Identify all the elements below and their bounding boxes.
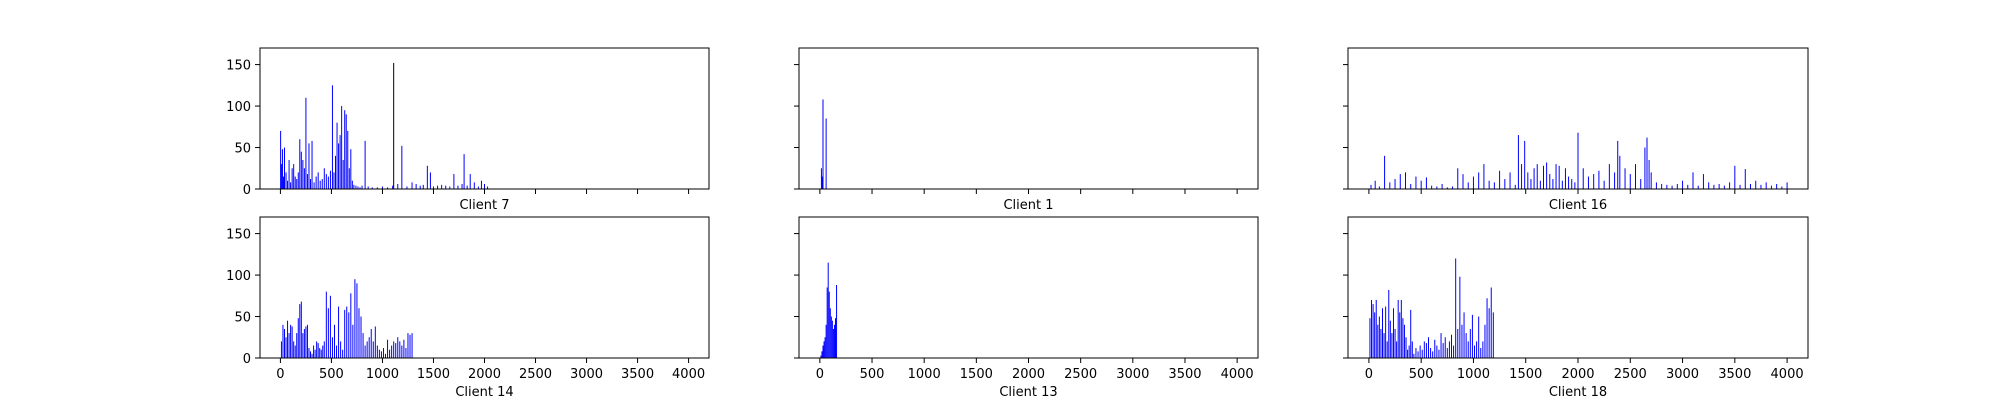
x-tick-label: 2500 [1064,367,1097,382]
x-axis-label: Client 7 [459,198,509,213]
subplot: Client 1 [794,47,1259,213]
x-tick-label: 2500 [519,367,552,382]
x-tick-label: 3000 [1666,367,1699,382]
x-tick-label: 3500 [1168,367,1201,382]
x-tick-label: 2000 [1561,367,1594,382]
x-tick-label: 4000 [672,367,705,382]
x-axis-label: Client 13 [999,385,1057,400]
axes-frame [798,47,1259,190]
axes-frame [798,216,1259,359]
bars [820,262,838,358]
x-tick-label: 500 [860,367,885,382]
bars [1370,132,1788,189]
x-tick-label: 0 [1365,367,1373,382]
axes-frame [1347,216,1809,359]
x-tick-label: 3000 [570,367,603,382]
bars [820,99,827,189]
x-axis-label: Client 1 [1003,198,1053,213]
bars [280,62,489,189]
x-tick-label: 3000 [1116,367,1149,382]
y-tick-label: 100 [226,269,251,284]
y-tick-label: 50 [234,142,251,157]
x-tick-label: 1500 [417,367,450,382]
x-tick-label: 3500 [621,367,654,382]
axes-frame [259,216,710,359]
x-tick-label: 1500 [960,367,993,382]
y-tick-label: 100 [226,100,251,115]
x-tick-label: 1000 [366,367,399,382]
x-tick-label: 2500 [1614,367,1647,382]
x-tick-label: 500 [1409,367,1434,382]
x-axis-label: Client 18 [1549,385,1607,400]
subplot: 0 500 1000 1500 2000 2500 3000 3500 4000 Client 1… [1343,216,1809,400]
x-tick-label: 4000 [1771,367,1804,382]
subplot: 0 500 1000 1500 2000 2500 3000 3500 4000 Client 1… [794,216,1259,400]
subplot: 0 50 100 150 Client 7 [226,47,710,213]
x-tick-label: 500 [319,367,344,382]
x-tick-label: 1000 [1457,367,1490,382]
axes-frame [259,47,710,190]
x-tick-label: 3500 [1718,367,1751,382]
y-tick-label: 0 [243,352,251,367]
y-tick-label: 150 [226,228,251,243]
y-tick-label: 0 [243,183,251,198]
bars [1369,258,1494,358]
x-tick-label: 1500 [1509,367,1542,382]
subplot: Client 16 [1343,47,1809,213]
y-tick-label: 50 [234,311,251,326]
x-tick-label: 2000 [1012,367,1045,382]
x-tick-label: 0 [816,367,824,382]
x-tick-label: 2000 [468,367,501,382]
x-tick-label: 0 [276,367,284,382]
x-tick-label: 1000 [908,367,941,382]
x-axis-label: Client 16 [1549,198,1607,213]
x-tick-label: 4000 [1221,367,1254,382]
bars [280,279,413,358]
x-axis-label: Client 14 [455,385,513,400]
y-tick-label: 150 [226,59,251,74]
